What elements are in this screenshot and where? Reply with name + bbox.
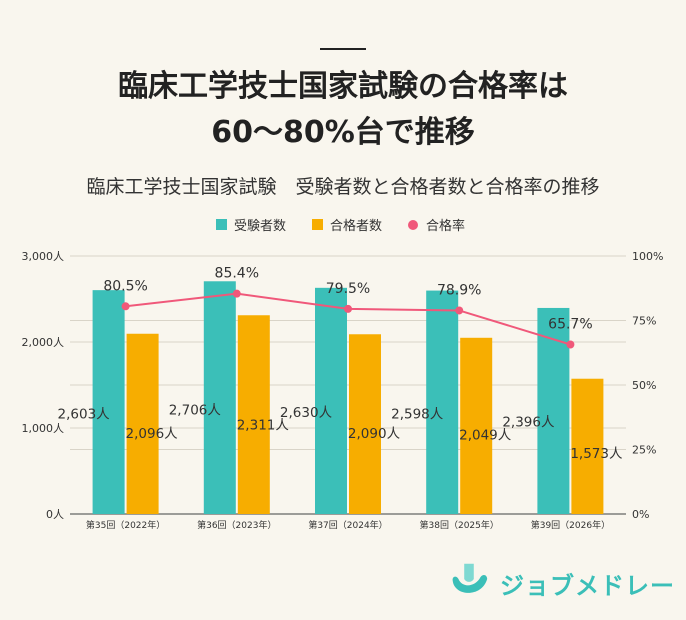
bar-passers xyxy=(126,333,159,514)
y-right-tick-label: 0% xyxy=(632,508,649,521)
bar-examinees xyxy=(315,287,347,514)
page-headline: 臨床工学技士国家試験の合格率は 60～80%台で推移 xyxy=(0,64,686,156)
pass-rate-label: 79.5% xyxy=(326,281,370,297)
chart-title: 臨床工学技士国家試験 受験者数と合格者数と合格率の推移 xyxy=(86,176,600,198)
y-right-tick-label: 75% xyxy=(632,315,656,328)
title-decoration-line xyxy=(320,48,366,50)
pass-rate-label: 65.7% xyxy=(548,316,592,332)
y-right-tick-label: 25% xyxy=(632,444,656,457)
y-left-tick-label: 0人 xyxy=(46,508,64,521)
passers-value-label: 2,311人 xyxy=(237,418,290,434)
legend-label-2: 合格率 xyxy=(426,218,465,234)
pass-rate-point xyxy=(455,306,464,315)
legend-label-1: 合格者数 xyxy=(330,218,382,234)
examinees-value-label: 2,630人 xyxy=(280,405,333,421)
x-tick-label: 第39回（2026年） xyxy=(531,519,610,531)
bar-examinees xyxy=(92,290,125,514)
bar-passers xyxy=(237,315,270,514)
y-right-tick-label: 50% xyxy=(632,379,656,392)
y-left-tick-label: 3,000人 xyxy=(22,250,65,263)
headline-line-1: 臨床工学技士国家試験の合格率は xyxy=(118,69,568,104)
y-left-tick-label: 1,000人 xyxy=(22,422,65,435)
passers-value-label: 2,090人 xyxy=(348,426,401,442)
bar-passers xyxy=(460,337,493,514)
examinees-value-label: 2,706人 xyxy=(169,402,222,418)
combo-chart: 受験者数 合格者数 合格率 0人 1,000人 2,000人 3,000人 0% 25% 50% 7… xyxy=(22,218,664,531)
pass-rate-point xyxy=(232,289,241,298)
passers-value-label: 2,096人 xyxy=(126,426,179,442)
pass-rate-label: 85.4% xyxy=(215,266,259,282)
pass-rate-point xyxy=(121,302,130,311)
examinees-value-label: 2,598人 xyxy=(391,406,444,422)
headline-line-2: 60～80%台で推移 xyxy=(211,115,475,150)
job-medley-logo-icon xyxy=(452,563,488,593)
pass-rate-line xyxy=(125,292,571,346)
bar-passers xyxy=(571,378,604,514)
x-tick-label: 第38回（2025年） xyxy=(420,519,499,531)
x-tick-label: 第36回（2023年） xyxy=(197,519,276,531)
pass-rate-point xyxy=(566,340,575,349)
y-right-tick-label: 100% xyxy=(632,250,663,263)
pass-rate-point xyxy=(344,304,352,313)
bar-passers xyxy=(349,334,381,514)
legend-swatch-0 xyxy=(216,219,227,230)
examinees-value-label: 2,603人 xyxy=(58,406,111,422)
bar-examinees xyxy=(203,281,236,514)
brand-name: ジョブメドレー xyxy=(500,572,675,600)
passers-value-label: 2,049人 xyxy=(459,428,512,444)
examinees-value-label: 2,396人 xyxy=(502,414,555,430)
pass-rate-label: 78.9% xyxy=(437,282,481,298)
legend-swatch-2 xyxy=(408,220,418,230)
passers-value-label: 1,573人 xyxy=(570,446,623,462)
bar-examinees xyxy=(426,290,459,514)
legend-swatch-1 xyxy=(312,219,323,230)
pass-rate-label: 80.5% xyxy=(103,278,147,294)
y-left-tick-label: 2,000人 xyxy=(22,336,65,349)
x-tick-label: 第37回（2024年） xyxy=(308,519,387,531)
legend-label-0: 受験者数 xyxy=(234,219,286,234)
x-tick-label: 第35回（2022年） xyxy=(86,519,165,531)
